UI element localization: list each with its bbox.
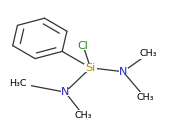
Text: Cl: Cl <box>78 41 89 51</box>
Text: Si: Si <box>85 63 96 73</box>
Bar <box>84 64 97 72</box>
Text: N: N <box>119 67 127 77</box>
Bar <box>5 78 31 88</box>
Bar <box>77 42 90 50</box>
Text: CH₃: CH₃ <box>75 111 92 120</box>
Text: N: N <box>61 87 69 97</box>
Text: H₃C: H₃C <box>9 79 27 88</box>
Bar <box>119 68 128 75</box>
Bar <box>71 110 96 120</box>
Bar <box>132 92 157 102</box>
Bar <box>61 89 70 96</box>
Bar <box>136 49 161 59</box>
Text: CH₃: CH₃ <box>136 93 153 102</box>
Text: CH₃: CH₃ <box>140 49 157 58</box>
